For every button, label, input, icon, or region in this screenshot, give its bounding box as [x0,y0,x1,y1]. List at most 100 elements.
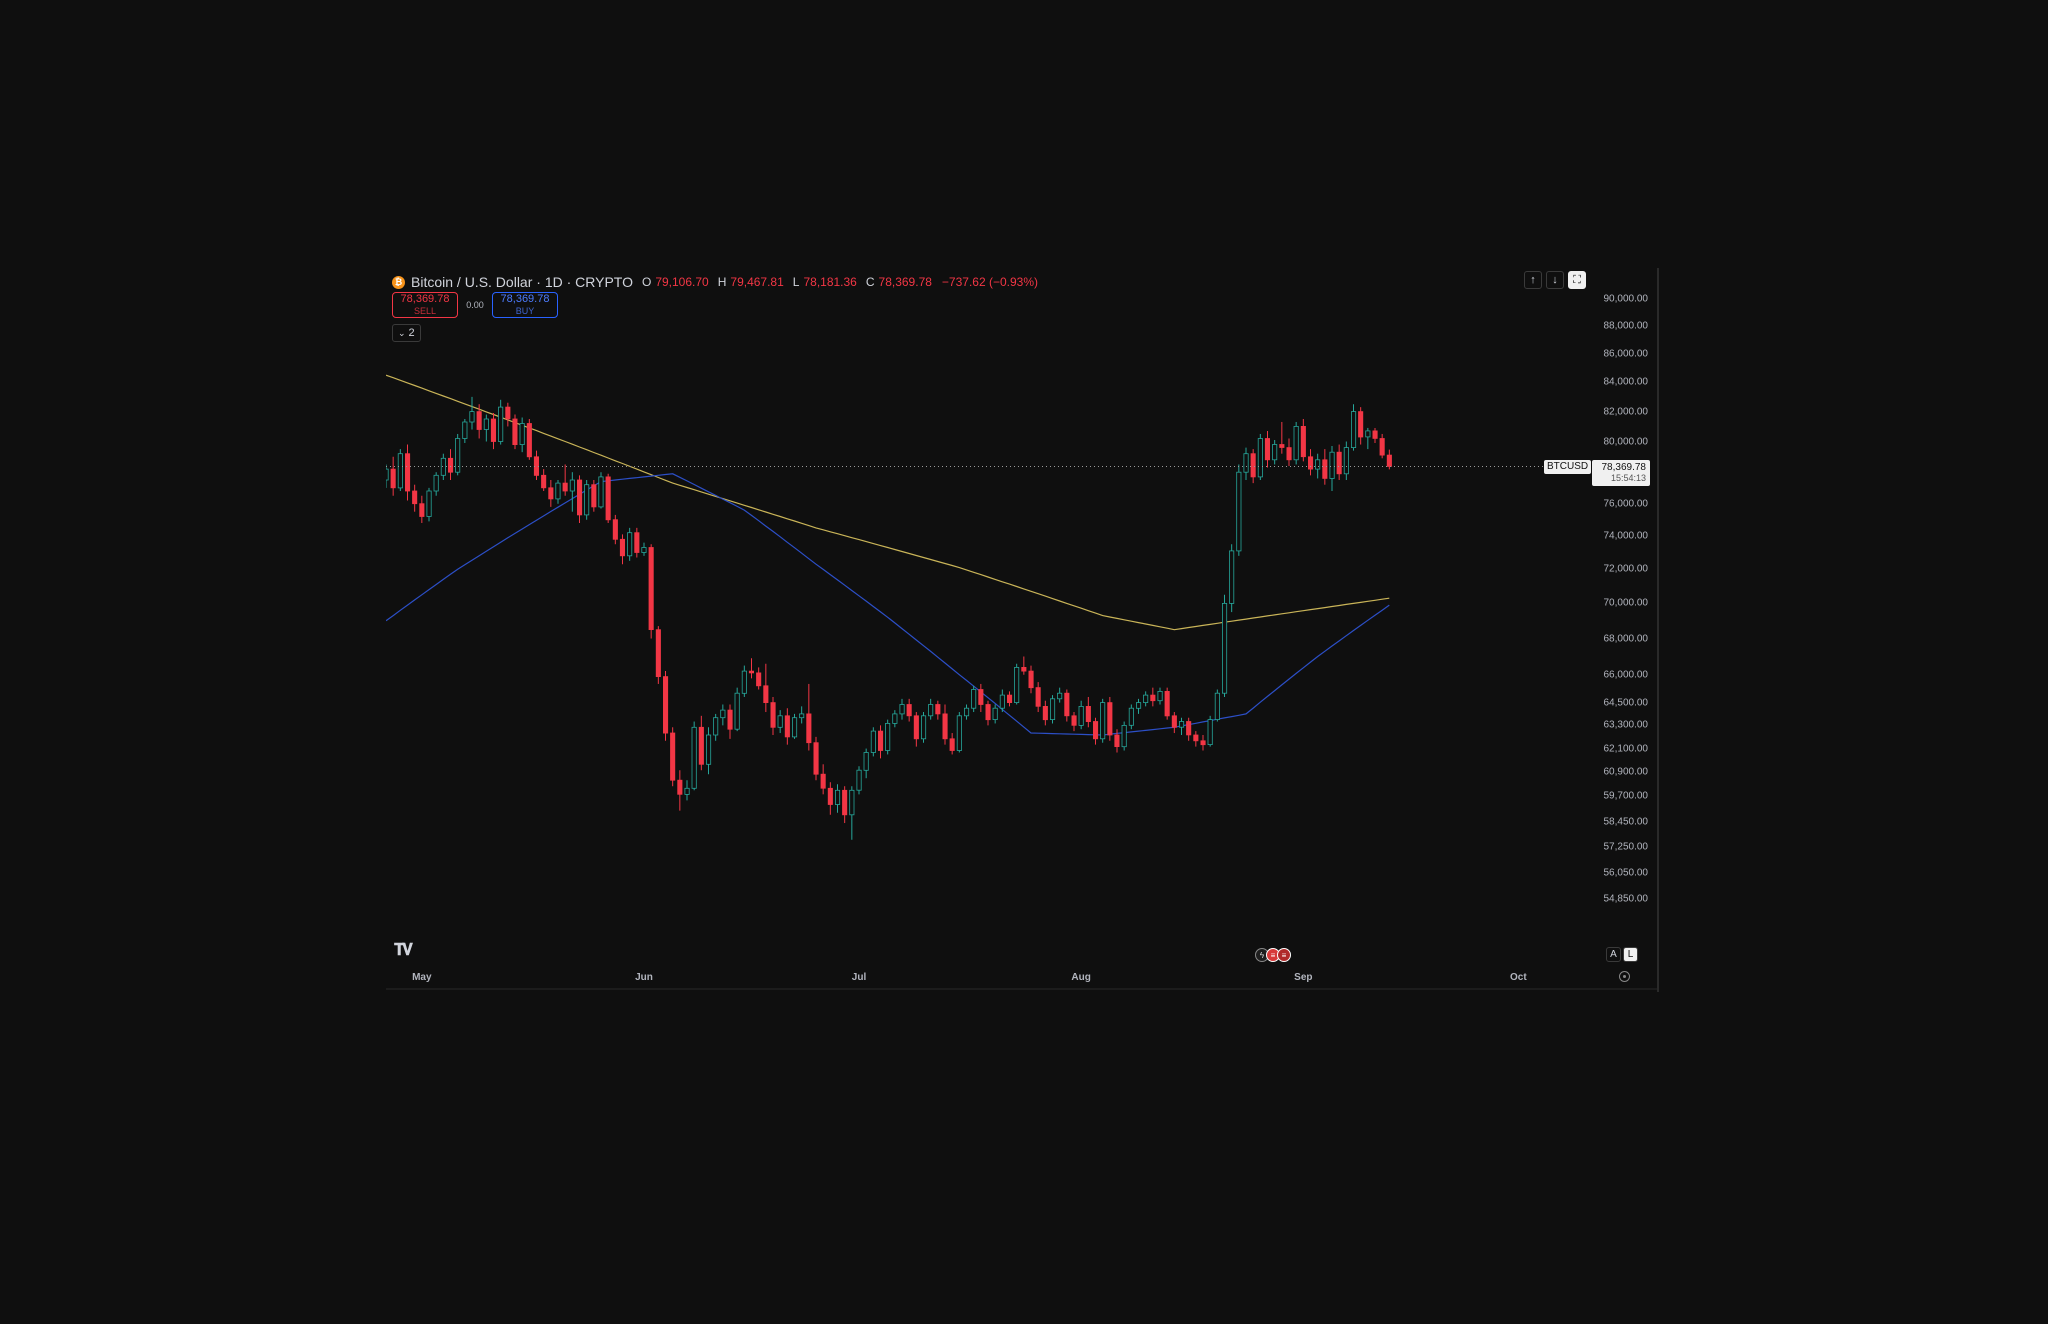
candle[interactable] [1050,695,1056,724]
candle[interactable] [827,782,833,815]
candle[interactable] [691,721,697,791]
candle[interactable] [834,784,841,813]
candle[interactable] [1078,700,1084,730]
candle[interactable] [462,418,468,444]
candle[interactable] [1200,734,1206,751]
candle[interactable] [727,704,733,739]
candle[interactable] [634,527,640,558]
candle[interactable] [956,712,962,753]
candle[interactable] [433,472,439,496]
indicators-toggle-button[interactable]: ⌄ 2 [392,324,421,342]
candle[interactable] [591,479,597,512]
candle[interactable] [1071,712,1077,732]
candle[interactable] [386,464,389,488]
candle[interactable] [533,450,540,480]
tradingview-logo-icon[interactable]: 𝐓𝐕 [394,942,413,959]
candle[interactable] [856,766,862,795]
candle[interactable] [526,418,532,460]
candle[interactable] [935,700,941,720]
candle[interactable] [655,626,661,684]
candle[interactable] [763,663,769,713]
candle[interactable] [1007,691,1013,707]
candle[interactable] [1358,407,1364,445]
lightning-event-icon[interactable]: ϟ [1255,948,1269,962]
candle[interactable] [992,704,998,724]
candle[interactable] [748,658,754,679]
candle[interactable] [404,444,411,501]
candle[interactable] [584,479,590,520]
candle[interactable] [999,689,1005,713]
candle[interactable] [598,472,604,509]
candle[interactable] [1021,656,1027,675]
candle[interactable] [1193,731,1199,747]
candle[interactable] [1150,687,1156,707]
candle[interactable] [741,665,747,697]
candle[interactable] [662,671,669,741]
candle[interactable] [849,786,855,840]
candle[interactable] [1264,430,1270,468]
candle[interactable] [1214,689,1220,722]
candle[interactable] [555,479,561,504]
candle[interactable] [448,449,454,480]
candle[interactable] [1372,427,1378,444]
arrow-up-icon[interactable]: ↑ [1524,271,1542,289]
candle[interactable] [1186,717,1192,741]
candle[interactable] [390,456,396,496]
candle[interactable] [569,472,575,512]
candle[interactable] [397,449,403,491]
candle[interactable] [985,700,991,726]
candle[interactable] [612,514,618,545]
candle[interactable] [928,698,934,720]
candle[interactable] [971,685,977,713]
candle[interactable] [469,396,475,430]
candle[interactable] [770,696,776,735]
candle[interactable] [670,727,676,787]
candle[interactable] [648,544,654,639]
candle[interactable] [505,402,511,427]
candle[interactable] [820,764,826,795]
candle[interactable] [913,712,919,747]
candle[interactable] [419,495,425,523]
candle[interactable] [1143,691,1149,707]
log-scale-button[interactable]: L [1623,947,1638,962]
candle[interactable] [1257,433,1263,480]
candle[interactable] [1128,704,1134,730]
arrow-down-icon[interactable]: ↓ [1546,271,1564,289]
candle[interactable] [1100,698,1106,743]
auto-scale-button[interactable]: A [1606,947,1621,962]
candle[interactable] [906,698,912,722]
candle[interactable] [1286,438,1292,466]
candle[interactable] [842,786,848,824]
candle[interactable] [777,710,783,734]
candle[interactable] [806,683,812,751]
candle[interactable] [541,469,547,491]
candle[interactable] [1351,404,1357,451]
candle[interactable] [1207,715,1213,747]
candle[interactable] [1272,439,1278,465]
candle[interactable] [949,733,955,755]
candle[interactable] [1057,687,1063,703]
symbol-title[interactable]: Bitcoin / U.S. Dollar · 1D · CRYPTO [411,274,633,290]
candle[interactable] [698,715,704,771]
settings-icon[interactable] [1619,971,1630,982]
fullscreen-icon[interactable]: ⛶ [1568,271,1586,289]
candle[interactable] [705,727,712,775]
candle[interactable] [1308,449,1314,476]
candle[interactable] [1179,717,1185,735]
candle[interactable] [1014,663,1020,705]
candle[interactable] [942,704,948,745]
candle[interactable] [899,698,905,720]
candle[interactable] [1035,682,1041,713]
candle[interactable] [519,417,525,453]
candle[interactable] [1322,449,1328,485]
candle[interactable] [756,667,762,690]
candle[interactable] [1279,421,1285,454]
candle[interactable] [412,484,418,512]
candle[interactable] [870,727,876,757]
candle[interactable] [1107,696,1113,741]
candle[interactable] [1136,698,1142,714]
candle[interactable] [677,770,683,811]
candle[interactable] [1336,444,1342,480]
